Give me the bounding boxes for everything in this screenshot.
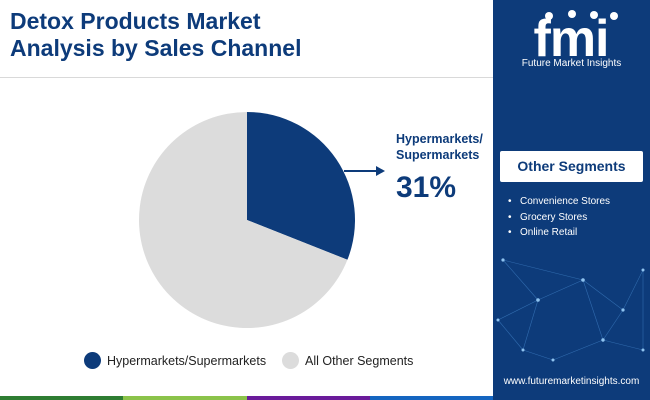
legend-label-hypermarkets: Hypermarkets/Supermarkets bbox=[107, 353, 267, 368]
footer-segment bbox=[369, 396, 493, 400]
legend-swatch-other-segments bbox=[282, 352, 299, 369]
callout-label-line2: Supermarkets bbox=[396, 148, 480, 162]
pie-slice-other-segments bbox=[139, 112, 348, 328]
legend-label-other-segments: All Other Segments bbox=[305, 353, 414, 368]
logo-subtitle: Future Market Insights bbox=[521, 58, 622, 69]
footer-segment bbox=[246, 396, 370, 400]
legend-item-other-segments: All Other Segments bbox=[282, 352, 413, 369]
footer-segment bbox=[123, 396, 247, 400]
chart-title: Detox Products Market Analysis by Sales … bbox=[10, 8, 450, 62]
callout-arrow bbox=[344, 166, 385, 176]
title-divider bbox=[0, 77, 493, 78]
chart-title-line1: Detox Products Market bbox=[10, 8, 261, 34]
fmi-logo: fmi bbox=[534, 10, 618, 68]
list-item: Convenience Stores bbox=[508, 194, 610, 210]
callout-label-line1: Hypermarkets/ bbox=[396, 132, 483, 146]
legend-item-hypermarkets: Hypermarkets/Supermarkets bbox=[84, 352, 266, 369]
pie-chart bbox=[139, 112, 385, 328]
network-graphic bbox=[496, 258, 645, 362]
footer-segment bbox=[0, 396, 124, 400]
callout-value: 31% bbox=[396, 171, 457, 204]
legend-swatch-hypermarkets bbox=[84, 352, 101, 369]
website-link[interactable]: www.futuremarketinsights.com bbox=[503, 376, 640, 387]
sidebar: fmi Future Market Insights Other Segment… bbox=[493, 0, 650, 400]
pie-slice-hypermarkets bbox=[247, 112, 355, 260]
footer-color-bar bbox=[0, 396, 493, 400]
callout-label: Hypermarkets/ Supermarkets bbox=[396, 131, 506, 163]
chart-title-line2: Analysis by Sales Channel bbox=[10, 35, 302, 61]
list-item: Grocery Stores bbox=[508, 210, 610, 226]
other-segments-title: Other Segments bbox=[500, 151, 643, 182]
other-segments-list: Convenience Stores Grocery Stores Online… bbox=[508, 194, 610, 241]
svg-text:fmi: fmi bbox=[534, 10, 609, 68]
list-item: Online Retail bbox=[508, 225, 610, 241]
